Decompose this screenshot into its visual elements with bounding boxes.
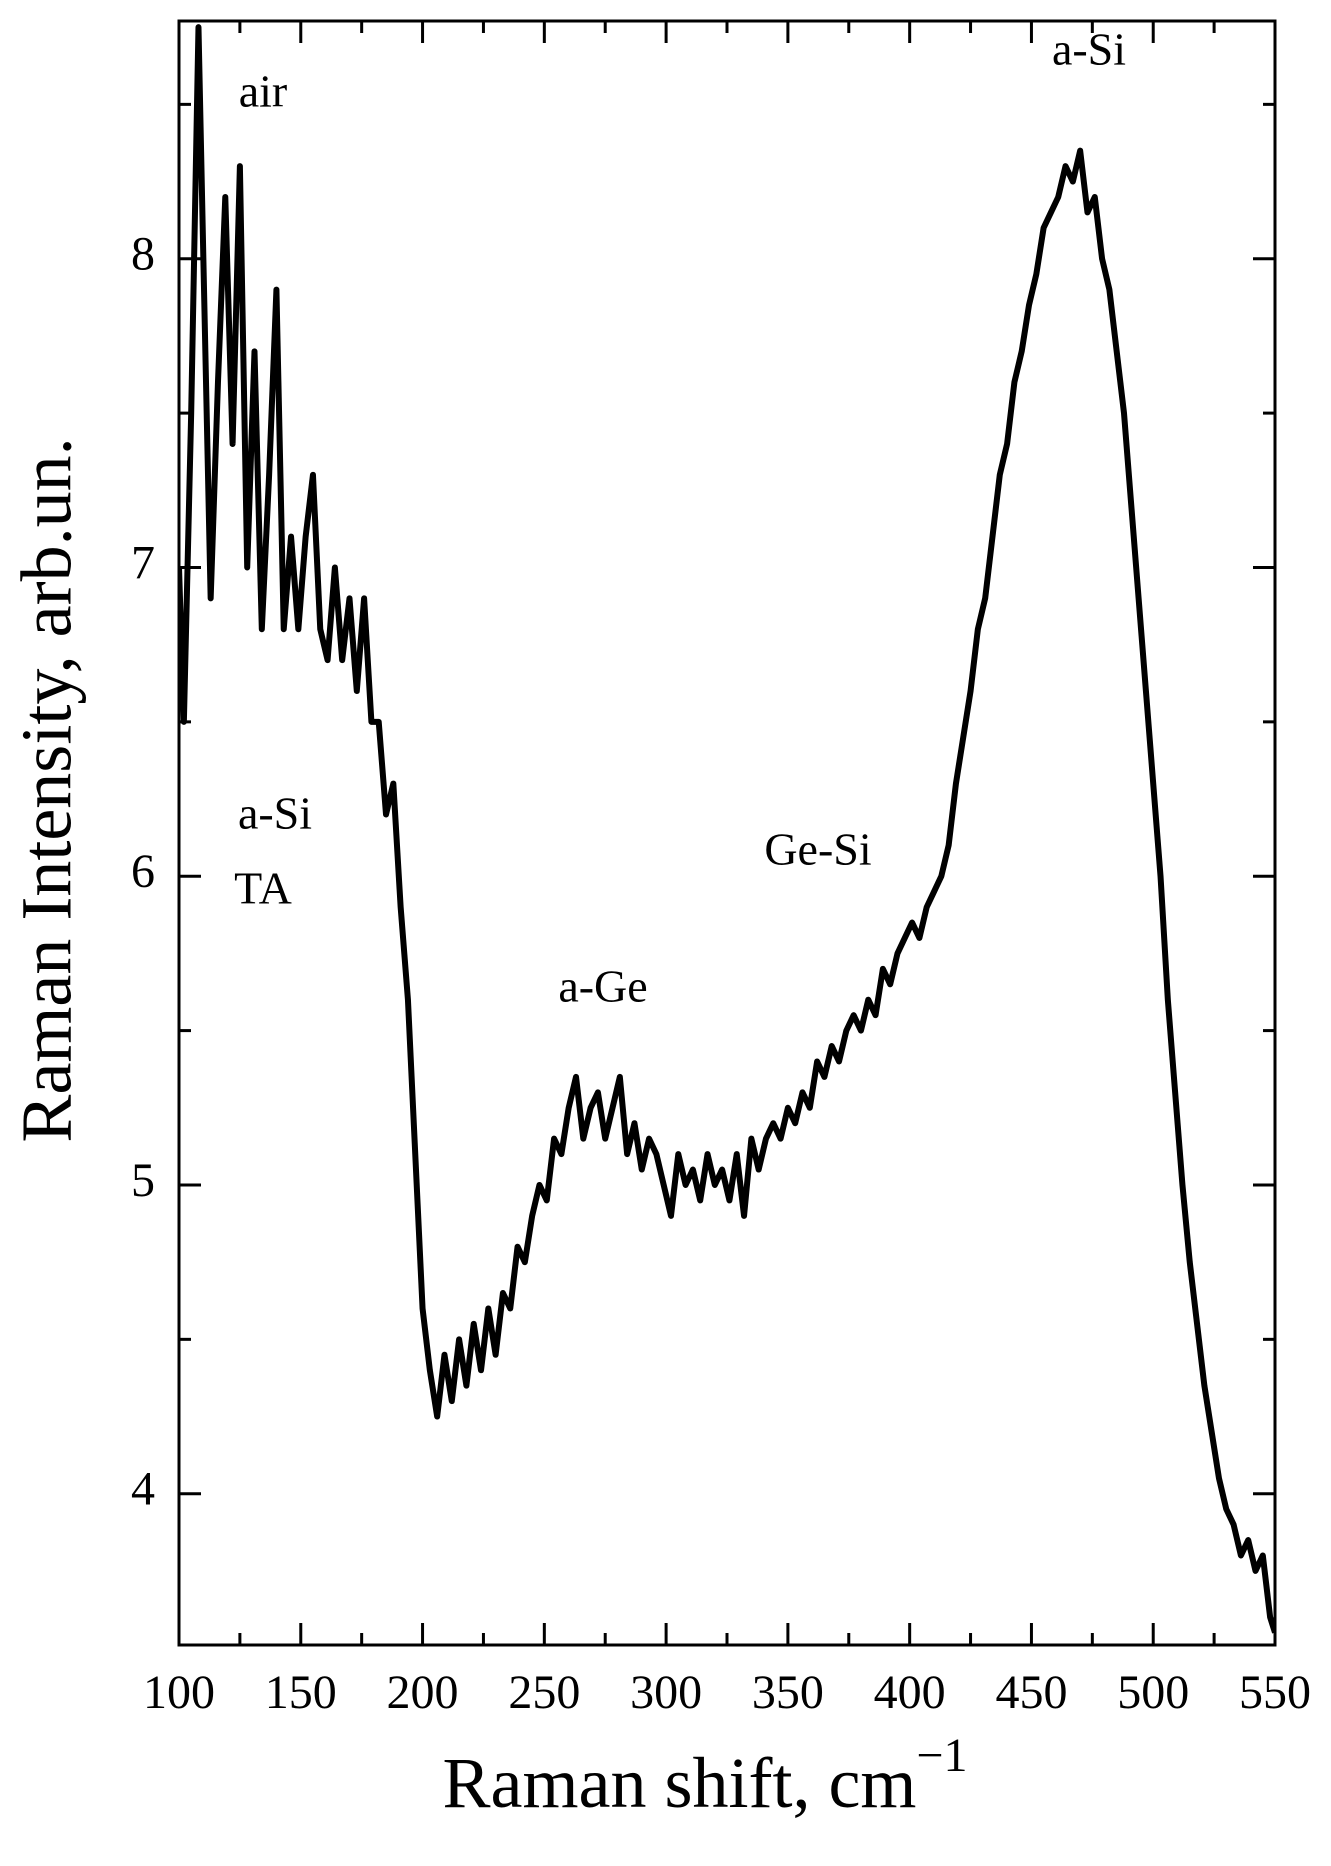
x-tick-label: 450 xyxy=(995,1666,1067,1719)
y-tick-label: 8 xyxy=(131,228,155,281)
plot-frame xyxy=(177,19,1277,1647)
x-tick-label: 400 xyxy=(874,1666,946,1719)
annotation: Ge-Si xyxy=(764,824,871,875)
y-tick-label: 4 xyxy=(131,1463,155,1516)
y-tick-label: 6 xyxy=(131,845,155,898)
x-tick-label: 500 xyxy=(1117,1666,1189,1719)
annotation: TA xyxy=(234,863,292,914)
y-tick-label: 7 xyxy=(131,536,155,589)
y-tick-label: 5 xyxy=(131,1154,155,1207)
x-tick-label: 350 xyxy=(752,1666,824,1719)
annotation: a-Si xyxy=(1052,24,1126,75)
x-axis-label-text: Raman shift, cm xyxy=(443,1743,917,1823)
x-tick-label: 250 xyxy=(508,1666,580,1719)
spectrum-line xyxy=(179,24,1275,1634)
x-axis-label: Raman shift, cm−1 xyxy=(443,1729,968,1823)
x-tick-label: 100 xyxy=(143,1666,215,1719)
x-tick-label: 200 xyxy=(387,1666,459,1719)
x-tick-label: 150 xyxy=(265,1666,337,1719)
x-axis-label-superscript: −1 xyxy=(916,1729,967,1782)
x-tick-label: 550 xyxy=(1239,1666,1311,1719)
annotation: a-Ge xyxy=(558,961,647,1012)
annotation: a-Si xyxy=(238,788,312,839)
y-axis-label: Raman Intensity, arb.un. xyxy=(7,437,87,1142)
x-tick-label: 300 xyxy=(630,1666,702,1719)
annotation: air xyxy=(239,66,288,117)
